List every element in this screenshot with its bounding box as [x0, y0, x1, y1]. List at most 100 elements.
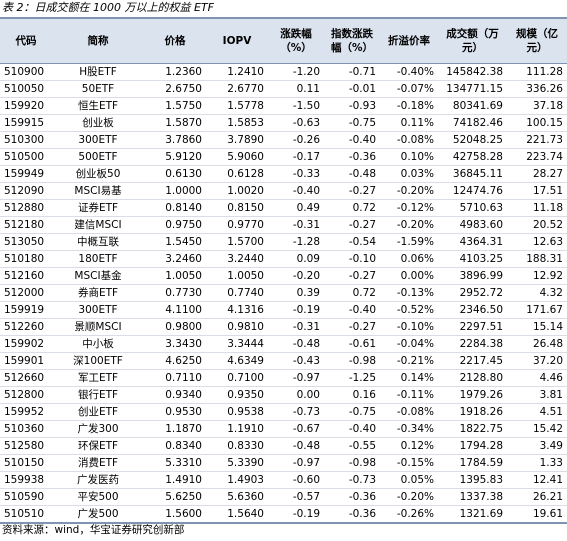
table-cell: -0.67	[268, 420, 324, 438]
table-cell: -0.13%	[380, 284, 438, 302]
table-cell: -0.75	[324, 114, 380, 132]
table-row: 512880 证券ETF 0.8140 0.8150 0.49 0.72 -0.12% 571…	[0, 199, 567, 217]
table-cell: 创业板	[52, 114, 144, 132]
table-cell: 512580	[0, 437, 52, 455]
table-cell: -0.40%	[380, 63, 438, 81]
header-cell: 规模（亿元）	[507, 17, 567, 64]
table-cell: 1.1910	[206, 420, 268, 438]
table-cell: 0.9810	[206, 318, 268, 336]
table-cell: 3.3444	[206, 335, 268, 353]
header-cell: IOPV	[206, 17, 268, 64]
table-row: 512260 景顺MSCI 0.9800 0.9810 -0.31 -0.27 -0.10%…	[0, 318, 567, 336]
table-cell: -0.07%	[380, 80, 438, 98]
table-cell: 0.7100	[206, 369, 268, 387]
table-cell: 300ETF	[52, 301, 144, 319]
table-cell: 0.9800	[144, 318, 206, 336]
table-cell: 中概互联	[52, 233, 144, 251]
table-cell: 深100ETF	[52, 352, 144, 370]
table-cell: -0.08%	[380, 403, 438, 421]
header-row: 代码 简称 价格 IOPV 涨跌幅（%） 指数涨跌幅（%） 折溢价率 成交额（万元） 规模（亿元…	[0, 17, 567, 64]
table-cell: -0.27	[324, 182, 380, 200]
header-cell: 价格	[144, 17, 206, 64]
table-cell: 0.9340	[144, 386, 206, 404]
table-cell: 0.7730	[144, 284, 206, 302]
table-cell: 银行ETF	[52, 386, 144, 404]
table-cell: 512260	[0, 318, 52, 336]
table-cell: -0.20%	[380, 216, 438, 234]
table-cell: 510510	[0, 505, 52, 524]
table-cell: 512800	[0, 386, 52, 404]
table-cell: 创业板50	[52, 165, 144, 183]
table-cell: 37.20	[507, 352, 567, 370]
table-cell: 4.46	[507, 369, 567, 387]
table-cell: 券商ETF	[52, 284, 144, 302]
table-cell: -0.36	[324, 148, 380, 166]
source-note: 资料来源：wind，华宝证券研究创新部	[2, 524, 185, 536]
table-cell: -0.40	[324, 131, 380, 149]
table-row: 159915 创业板 1.5870 1.5853 -0.63 -0.75 0.11% 7418…	[0, 114, 567, 132]
table-cell: 510360	[0, 420, 52, 438]
table-row: 510500 500ETF 5.9120 5.9060 -0.17 -0.36 0.10% 4…	[0, 148, 567, 166]
header-cell: 代码	[0, 17, 52, 64]
table-cell: 0.00	[268, 386, 324, 404]
table-cell: 12.92	[507, 267, 567, 285]
table-cell: 80341.69	[438, 97, 507, 115]
table-cell: 0.8340	[144, 437, 206, 455]
table-cell: 平安500	[52, 488, 144, 506]
table-cell: 159901	[0, 352, 52, 370]
table-cell: 159920	[0, 97, 52, 115]
table-cell: H股ETF	[52, 63, 144, 81]
table-cell: 512090	[0, 182, 52, 200]
table-cell: 1784.59	[438, 454, 507, 472]
table-cell: 223.74	[507, 148, 567, 166]
etf-table: 代码 简称 价格 IOPV 涨跌幅（%） 指数涨跌幅（%） 折溢价率 成交额（万元） 规模（亿元…	[0, 17, 567, 524]
table-cell: -0.26	[268, 131, 324, 149]
table-cell: -0.18%	[380, 97, 438, 115]
table-cell: 1.0050	[206, 267, 268, 285]
table-cell: 512160	[0, 267, 52, 285]
table-cell: -0.21%	[380, 352, 438, 370]
table-cell: 50ETF	[52, 80, 144, 98]
table-cell: 5.9120	[144, 148, 206, 166]
table-cell: 510050	[0, 80, 52, 98]
table-cell: 0.9750	[144, 216, 206, 234]
table-title: 表 2：日成交额在 1000 万以上的权益 ETF	[2, 1, 214, 14]
table-cell: 510150	[0, 454, 52, 472]
table-cell: 0.9530	[144, 403, 206, 421]
header-cell: 简称	[52, 17, 144, 64]
table-cell: -0.36	[324, 505, 380, 524]
table-cell: 1.4910	[144, 471, 206, 489]
table-cell: 510300	[0, 131, 52, 149]
table-cell: 3896.99	[438, 267, 507, 285]
table-cell: 1337.38	[438, 488, 507, 506]
table-row: 512660 军工ETF 0.7110 0.7100 -0.97 -1.25 0.14% 21…	[0, 369, 567, 387]
table-cell: 26.21	[507, 488, 567, 506]
table-cell: 159949	[0, 165, 52, 183]
table-cell: -0.40	[268, 182, 324, 200]
table-cell: -0.48	[268, 437, 324, 455]
table-cell: 3.7860	[144, 131, 206, 149]
table-cell: 512000	[0, 284, 52, 302]
table-cell: 2346.50	[438, 301, 507, 319]
table-cell: 159902	[0, 335, 52, 353]
table-row: 510900 H股ETF 1.2360 1.2410 -1.20 -0.71 -0.40% 1…	[0, 63, 567, 81]
table-cell: -0.48	[268, 335, 324, 353]
table-cell: -0.54	[324, 233, 380, 251]
table-cell: -0.61	[324, 335, 380, 353]
table-cell: -0.19	[268, 505, 324, 524]
table-row: 510180 180ETF 3.2460 3.2440 0.09 -0.10 0.06% 41…	[0, 250, 567, 268]
table-cell: 0.9350	[206, 386, 268, 404]
table-row: 510150 消费ETF 5.3310 5.3390 -0.97 -0.98 -0.15% 1…	[0, 454, 567, 472]
table-cell: 159938	[0, 471, 52, 489]
table-cell: 1.5600	[144, 505, 206, 524]
table-cell: 5.3390	[206, 454, 268, 472]
table-cell: 0.16	[324, 386, 380, 404]
table-cell: -0.17	[268, 148, 324, 166]
table-cell: -1.28	[268, 233, 324, 251]
table-cell: 1.5778	[206, 97, 268, 115]
table-cell: 0.9770	[206, 216, 268, 234]
table-cell: -0.36	[324, 488, 380, 506]
table-cell: 0.11	[268, 80, 324, 98]
table-cell: 3.49	[507, 437, 567, 455]
table-cell: 1.5640	[206, 505, 268, 524]
